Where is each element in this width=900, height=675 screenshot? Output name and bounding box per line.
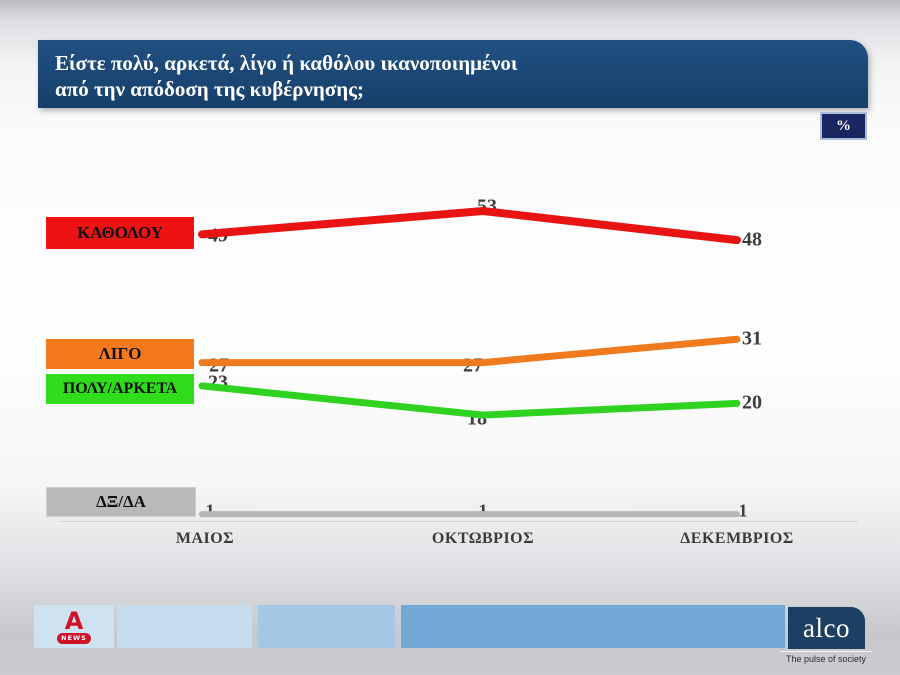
value-dxda-maios: 1 [205,500,215,521]
value-katholou-maios: 49 [208,224,228,247]
question-title-line2: από την απόδοση της κυβέρνησης; [55,77,364,101]
footer-bar-light [117,605,252,648]
footer-bar-medium [258,605,395,648]
x-label-oktovrios: ΟΚΤΩΒΡΙΟΣ [431,530,535,547]
alpha-logo-icon: A [64,606,84,635]
value-dxda-oktovrios: 1 [478,500,488,521]
value-katholou-oktovrios: 53 [477,195,497,218]
x-label-maios: ΜΑΙΟΣ [175,530,235,547]
percent-badge: % [820,112,867,140]
alco-tagline: The pulse of society [780,651,872,664]
value-dxda-dekemvrios: 1 [738,500,748,521]
footer-bar-dark [401,605,785,648]
alco-logo: alco [788,607,865,649]
alpha-news-badge: NEWS [57,632,91,644]
value-poly-dekemvrios: 20 [742,391,762,414]
value-ligo-dekemvrios: 31 [742,327,762,350]
value-katholou-dekemvrios: 48 [742,228,762,251]
value-ligo-oktovrios: 27 [463,354,483,377]
x-axis-line [60,521,858,522]
legend-poly-arketa: ΠΟΛΥ/ΑΡΚΕΤΑ [46,374,194,404]
value-poly-maios: 23 [208,371,228,394]
question-title-line1: Είστε πολύ, αρκετά, λίγο ή καθόλου ικανο… [55,51,518,75]
question-title-box: Είστε πολύ, αρκετά, λίγο ή καθόλου ικανο… [38,40,868,108]
value-poly-oktovrios: 18 [467,407,487,430]
alpha-news-logo-box: A NEWS [34,605,114,648]
legend-katholou: ΚΑΘΟΛΟΥ [46,217,194,249]
legend-dxda: ΔΞ/ΔΑ [46,487,196,517]
legend-ligo: ΛΙΓΟ [46,339,194,369]
x-label-dekemvrios: ΔΕΚΕΜΒΡΙΟΣ [680,530,794,547]
